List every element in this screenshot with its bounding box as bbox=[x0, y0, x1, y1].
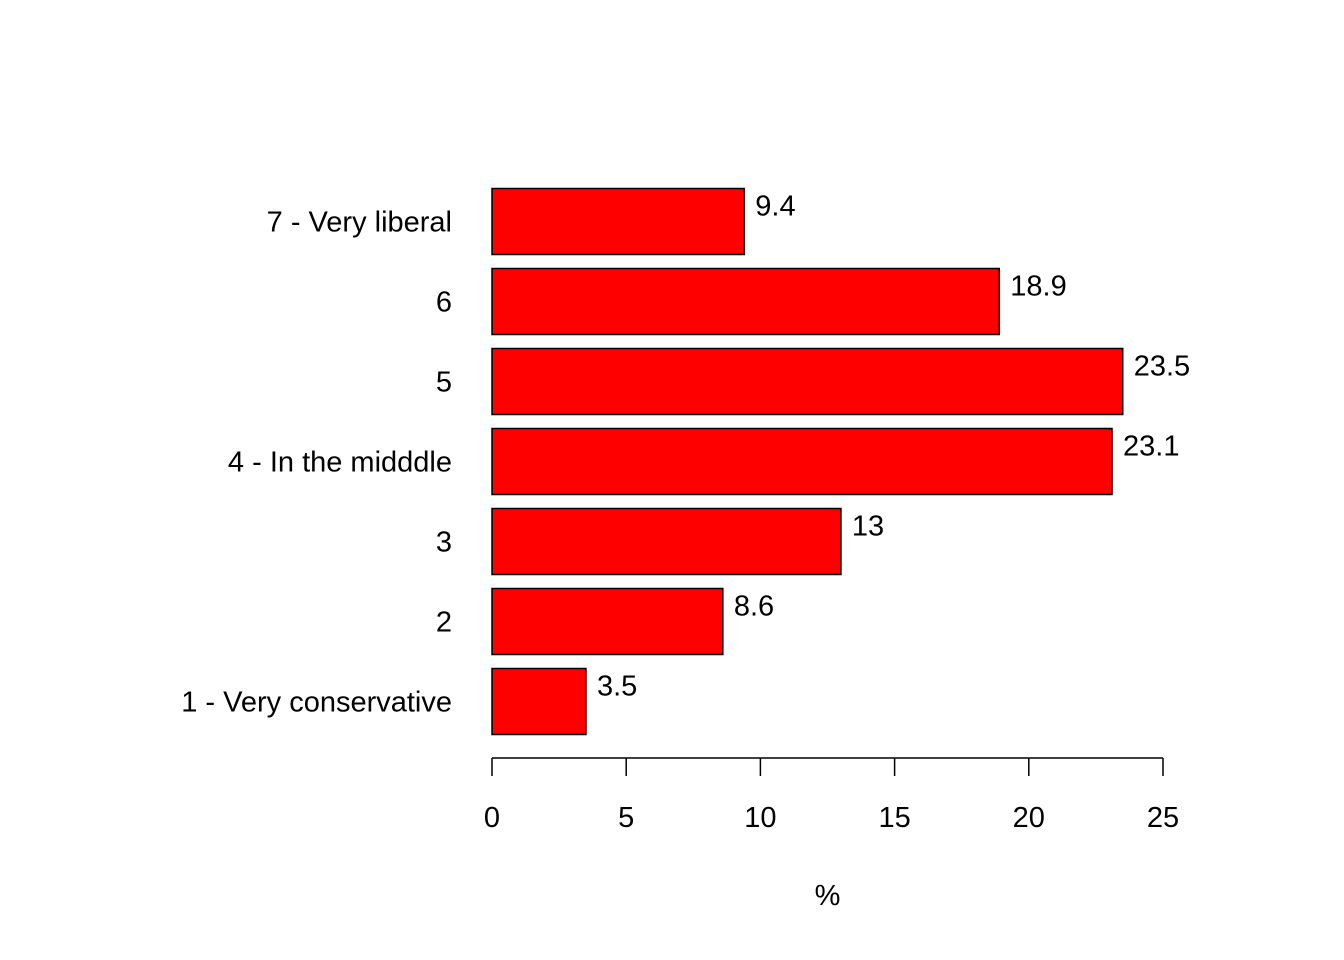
category-label: 5 bbox=[436, 367, 452, 399]
value-label: 23.1 bbox=[1123, 431, 1179, 463]
value-label: 8.6 bbox=[734, 591, 774, 623]
value-label: 18.9 bbox=[1010, 271, 1066, 303]
bar bbox=[491, 587, 724, 656]
value-label: 9.4 bbox=[755, 191, 795, 223]
bar bbox=[491, 347, 1124, 416]
category-label: 1 - Very conservative bbox=[181, 687, 452, 719]
value-label: 23.5 bbox=[1134, 351, 1190, 383]
value-labels: 3.5 8.6 13 23.1 23.5 18.9 9.4 bbox=[597, 191, 1190, 703]
value-label: 13 bbox=[852, 511, 884, 543]
x-tick-label: 10 bbox=[744, 802, 776, 834]
x-tick-label: 0 bbox=[484, 802, 500, 834]
x-tick-label: 20 bbox=[1013, 802, 1045, 834]
category-label: 7 - Very liberal bbox=[267, 207, 452, 239]
bar bbox=[491, 507, 842, 576]
x-tick-label: 5 bbox=[618, 802, 634, 834]
category-label: 2 bbox=[436, 607, 452, 639]
value-label: 3.5 bbox=[597, 671, 637, 703]
category-labels: 1 - Very conservative 2 3 4 - In the midddl… bbox=[181, 207, 452, 719]
bar bbox=[491, 667, 587, 736]
x-tick-label: 25 bbox=[1147, 802, 1179, 834]
x-tick-label: 15 bbox=[878, 802, 910, 834]
x-axis: 0 5 10 15 20 25 bbox=[484, 757, 1179, 834]
category-label: 3 bbox=[436, 527, 452, 559]
bar bbox=[491, 187, 746, 256]
bar bbox=[491, 267, 1001, 336]
bar bbox=[491, 427, 1113, 496]
bars-group bbox=[491, 187, 1124, 736]
category-label: 6 bbox=[436, 287, 452, 319]
x-axis-title: % bbox=[815, 880, 841, 912]
category-label: 4 - In the midddle bbox=[228, 447, 452, 479]
